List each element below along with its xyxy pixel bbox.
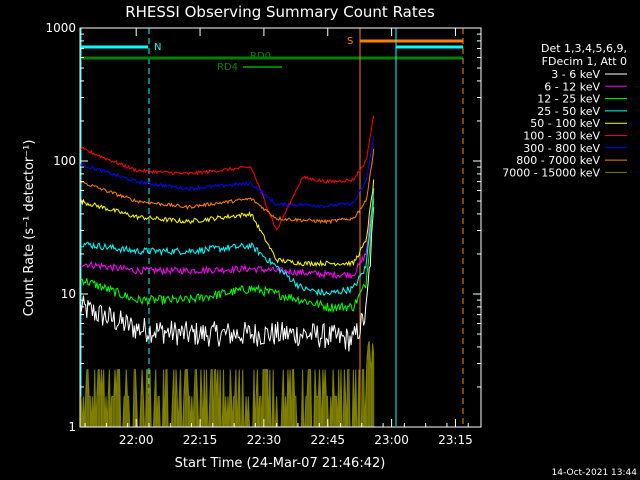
legend-header-2: FDecim 1, Att 0 <box>542 55 627 68</box>
legend-label-6: 300 - 800 keV <box>523 142 600 155</box>
x-tick-label-5: 23:15 <box>438 433 473 447</box>
series-line-1 <box>79 197 375 280</box>
series-line-6 <box>79 136 375 209</box>
plot-frame <box>79 27 482 428</box>
series-layer <box>79 115 375 428</box>
flag-layer: N RD0 RD4 S <box>80 28 464 426</box>
timestamp: 14-Oct-2021 13:44 <box>552 468 638 478</box>
series-line-2 <box>79 198 375 314</box>
series-line-7 <box>79 148 375 225</box>
y-axis-label: Count Rate (s⁻¹ detector⁻¹) <box>22 140 37 317</box>
series-line-0 <box>79 207 375 352</box>
series-line-5 <box>79 115 375 231</box>
legend-label-5: 100 - 300 keV <box>523 130 600 143</box>
series-line-4 <box>79 179 375 268</box>
legend: Det 1,3,4,5,6,9, FDecim 1, Att 0 3 - 6 k… <box>502 42 627 179</box>
x-tick-label-4: 23:00 <box>374 433 409 447</box>
y-tick-label-3: 1000 <box>45 21 76 35</box>
legend-label-1: 6 - 12 keV <box>544 80 600 93</box>
legend-label-8: 7000 - 15000 keV <box>502 166 600 179</box>
x-tick-label-0: 22:00 <box>119 433 154 447</box>
legend-header-1: Det 1,3,4,5,6,9, <box>541 42 627 55</box>
x-tick-label-2: 22:30 <box>247 433 282 447</box>
y-tick-label-2: 100 <box>53 154 76 168</box>
axis-ticks: 22:00 22:15 22:30 22:45 23:00 23:15 1 10 100 1000 <box>45 21 481 447</box>
flag-rd4-label: RD4 <box>217 62 238 73</box>
series-line-3 <box>79 188 375 297</box>
flag-s-label: S <box>347 36 353 47</box>
legend-label-0: 3 - 6 keV <box>551 68 600 81</box>
legend-label-3: 25 - 50 keV <box>537 105 600 118</box>
series-line-8 <box>79 340 375 428</box>
x-tick-label-1: 22:15 <box>183 433 218 447</box>
y-tick-label-1: 10 <box>61 287 76 301</box>
chart-title: RHESSI Observing Summary Count Rates <box>125 3 435 21</box>
x-axis-label: Start Time (24-Mar-07 21:46:42) <box>175 456 386 471</box>
flag-n-label: N <box>154 42 161 53</box>
legend-label-4: 50 - 100 keV <box>530 117 600 130</box>
legend-label-7: 800 - 7000 keV <box>516 154 600 167</box>
legend-label-2: 12 - 25 keV <box>537 93 600 106</box>
flag-rd0-label: RD0 <box>250 51 271 62</box>
y-tick-label-0: 1 <box>68 420 76 434</box>
x-tick-label-3: 22:45 <box>310 433 345 447</box>
